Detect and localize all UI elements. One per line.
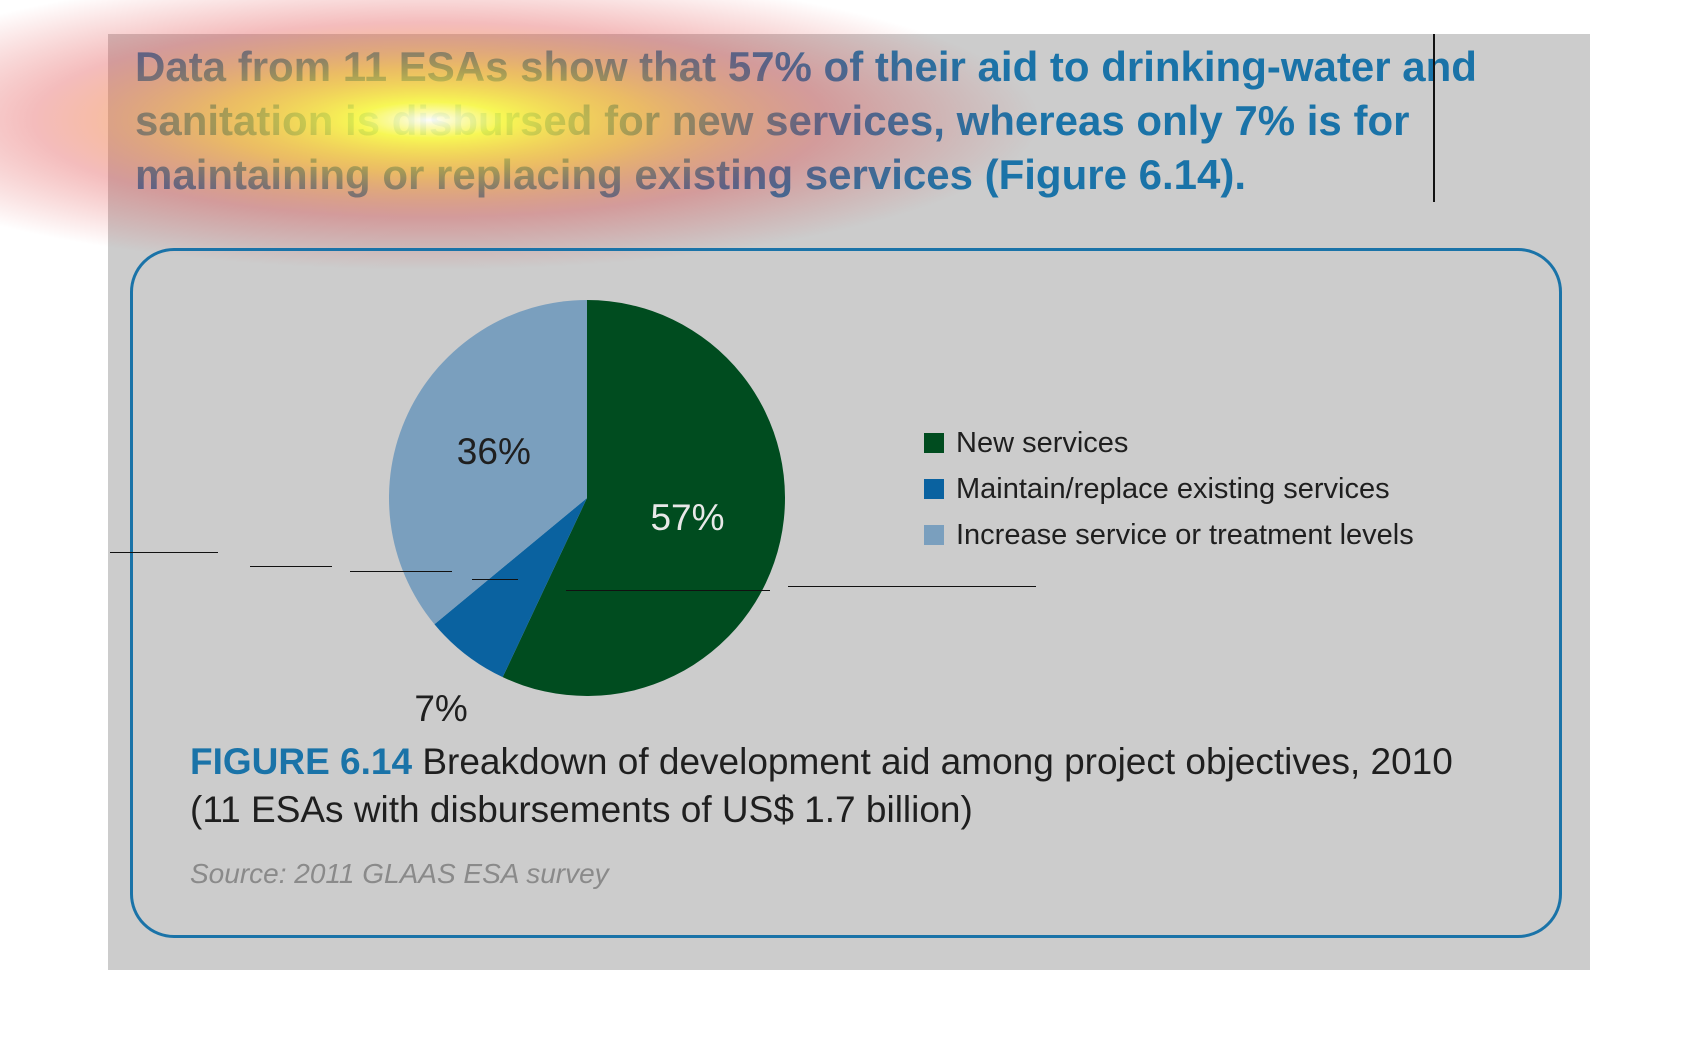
stray-line — [250, 566, 332, 567]
pie-label-new-services: 57% — [650, 497, 724, 538]
legend-label-new-services: New services — [956, 426, 1129, 459]
stray-line — [566, 590, 770, 591]
pie-slice-increase-levels — [389, 300, 587, 625]
legend-label-increase-levels: Increase service or treatment levels — [956, 518, 1414, 551]
pie-label-maintain-replace: 7% — [414, 688, 467, 729]
pie-slice-maintain-replace — [434, 498, 587, 678]
figure-caption: FIGURE 6.14 Breakdown of development aid… — [190, 738, 1490, 834]
pie-label-increase-levels: 36% — [457, 431, 531, 472]
figure-source: Source: 2011 GLAAS ESA survey — [190, 858, 609, 889]
legend-item-increase-levels: Increase service or treatment levels — [924, 512, 1414, 558]
legend-label-maintain-replace: Maintain/replace existing services — [956, 472, 1390, 505]
pie-slice-new-services — [502, 300, 786, 697]
figure-caption-text: Breakdown of development aid among proje… — [190, 741, 1453, 830]
legend-item-maintain-replace: Maintain/replace existing services — [924, 466, 1414, 512]
legend-swatch-new-services — [924, 433, 944, 453]
figure-caption-label: FIGURE 6.14 — [190, 741, 413, 782]
legend-item-new-services: New services — [924, 420, 1414, 466]
text-cursor — [1433, 34, 1435, 202]
chart-legend: New services Maintain/replace existing s… — [924, 420, 1414, 558]
legend-swatch-maintain-replace — [924, 479, 944, 499]
stray-line — [110, 552, 218, 553]
figure-frame — [130, 248, 1562, 938]
stray-line — [350, 571, 452, 572]
stray-line — [788, 586, 1036, 587]
legend-swatch-increase-levels — [924, 525, 944, 545]
stray-line — [472, 579, 518, 580]
